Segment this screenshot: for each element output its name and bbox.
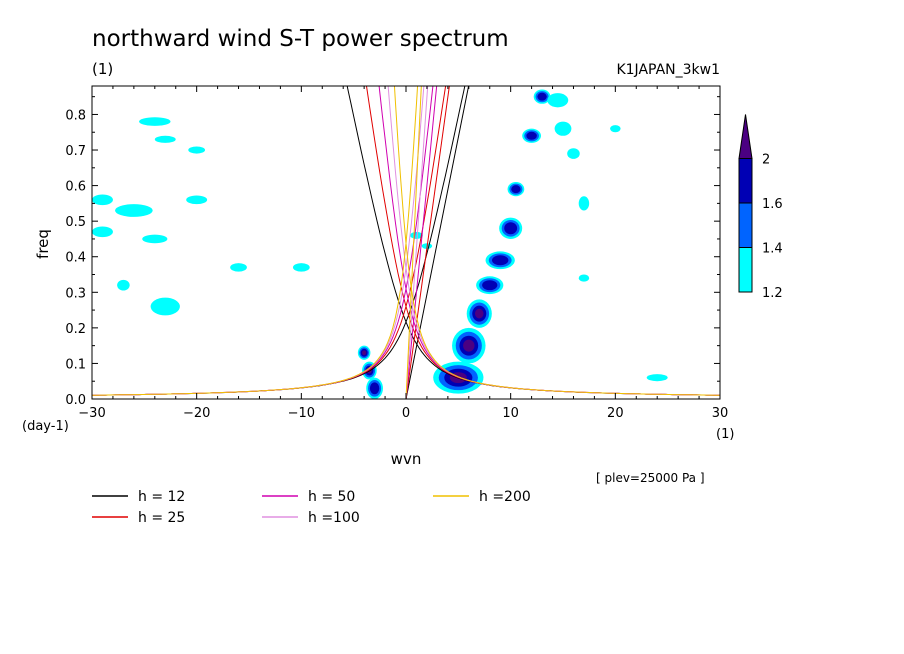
colorbar-segment [738, 247, 753, 293]
contour-region [154, 135, 176, 143]
contour-region [369, 382, 380, 395]
legend-label: h =100 [308, 510, 360, 526]
x-unit-label: (1) [716, 427, 734, 442]
contour-region [361, 350, 367, 356]
contour-region [186, 195, 208, 205]
x-tick-label: −20 [183, 406, 210, 421]
y-axis-label: freq [34, 229, 52, 259]
y-tick-label: 0.1 [65, 357, 86, 372]
kelvin-curve [405, 86, 429, 399]
contour-region [537, 92, 547, 101]
colorbar-label: 1.2 [762, 286, 783, 301]
legend-label: h = 25 [138, 510, 185, 526]
y-tick-label: 0.4 [65, 251, 86, 266]
legend-label: h = 12 [138, 489, 185, 505]
contour-region [139, 117, 171, 126]
contour-regions [92, 89, 668, 399]
mrg-curve [92, 320, 720, 396]
colorbar-segment [738, 158, 753, 204]
dispersion-curves [92, 86, 720, 399]
annotation: [ plev=25000 Pa ] [596, 471, 705, 485]
y-tick-label: 0.6 [65, 180, 86, 195]
contour-region [491, 255, 509, 266]
contour-region [567, 148, 580, 159]
contour-region [230, 263, 247, 272]
eig-curve [365, 86, 447, 309]
contour-region [578, 196, 590, 211]
contour-region [474, 308, 484, 319]
y-unit-label: (day-1) [22, 419, 69, 434]
kelvin-curve [405, 86, 422, 399]
y-tick-label: 0.3 [65, 286, 86, 301]
axis-ticks: −30 −20 −10 0 10 20 30 0.0 0.1 0.2 0.3 0.4 0.5 0.6 0.7… [65, 86, 728, 421]
contour-region [646, 374, 668, 382]
contour-region [410, 231, 423, 239]
contour-region [482, 280, 498, 291]
contour-region [292, 263, 310, 272]
x-tick-label: −10 [288, 406, 315, 421]
contour-region [92, 226, 113, 238]
contour-region [610, 125, 621, 133]
contour-region [188, 146, 206, 154]
contour-region [554, 121, 572, 136]
kelvin-curve [405, 86, 450, 399]
eig-curve [378, 86, 434, 289]
contour-region [117, 279, 130, 291]
contour-region [578, 274, 590, 282]
x-tick-label: 30 [712, 406, 729, 421]
x-tick-label: −30 [78, 406, 105, 421]
kelvin-curve [405, 86, 470, 399]
chart-title: northward wind S-T power spectrum [92, 26, 509, 52]
x-tick-label: 20 [607, 406, 624, 421]
x-tick-label: 10 [502, 406, 519, 421]
colorbar-label: 1.6 [762, 197, 783, 212]
eig-curve [387, 86, 425, 269]
contour-region [150, 297, 180, 316]
contour-region [547, 93, 569, 108]
colorbar-triangle [738, 114, 753, 159]
y-tick-label: 0.7 [65, 144, 86, 159]
colorbar: 1.2 1.4 1.6 2 [738, 114, 783, 301]
colorbar-segment [738, 202, 753, 248]
x-tick-label: 0 [402, 406, 410, 421]
eig-curve [393, 86, 419, 244]
chart-subtitle-right: K1JAPAN_3kw1 [616, 62, 720, 78]
contour-region [92, 194, 113, 206]
chart-subtitle-left: (1) [92, 60, 113, 78]
contour-region [526, 131, 537, 140]
y-tick-label: 0.5 [65, 215, 86, 230]
colorbar-label: 1.4 [762, 242, 783, 257]
contour-region [463, 339, 475, 352]
contour-region [142, 234, 168, 244]
colorbar-label: 2 [762, 153, 770, 168]
eig-curve [346, 86, 466, 324]
contour-region [115, 204, 153, 217]
y-tick-label: 0.8 [65, 108, 86, 123]
contour-region [504, 222, 518, 235]
legend-label: h = 50 [308, 489, 355, 505]
legend-label: h =200 [479, 489, 531, 505]
kelvin-curve [405, 86, 438, 399]
legend: h = 12 h = 25 h = 50 h =100 h =200 [92, 489, 531, 526]
y-tick-label: 0.0 [65, 393, 86, 408]
y-tick-label: 0.2 [65, 322, 86, 337]
x-axis-label: wvn [391, 450, 422, 468]
contour-region [511, 185, 521, 194]
mrg-curve [92, 304, 720, 396]
